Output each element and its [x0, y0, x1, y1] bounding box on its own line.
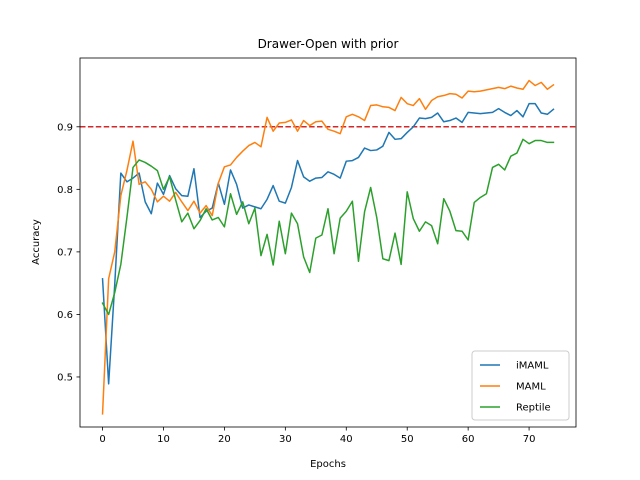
axes-frame [79, 57, 577, 428]
legend-label-imaml: iMAML [516, 361, 549, 372]
legend: iMAML MAML Reptile [471, 350, 570, 421]
plot-area: 0 10 20 30 40 50 60 70 0.5 0.6 0.7 0.8 0.9 [57, 57, 577, 445]
legend-label-reptile: Reptile [516, 403, 551, 414]
x-tick-label: 70 [523, 434, 536, 445]
series-line-imaml [101, 102, 555, 385]
y-tick-label: 0.8 [57, 185, 73, 196]
legend-box [471, 350, 570, 421]
series-line-reptile [101, 138, 555, 316]
y-tick-label: 0.5 [57, 372, 73, 383]
x-tick-label: 0 [99, 434, 105, 445]
x-tick-label: 50 [401, 434, 414, 445]
y-tick-label: 0.6 [57, 310, 73, 321]
x-tick-label: 40 [340, 434, 353, 445]
y-tick-label: 0.9 [57, 122, 73, 133]
chart-title: Drawer-Open with prior [258, 37, 399, 51]
series-group [101, 79, 555, 415]
x-tick-label: 60 [462, 434, 475, 445]
x-tick-label: 10 [157, 434, 170, 445]
x-tick-label: 20 [218, 434, 231, 445]
y-axis-label: Accuracy [31, 219, 42, 265]
x-axis-label: Epochs [310, 459, 346, 470]
legend-label-maml: MAML [516, 382, 546, 393]
x-tick-label: 30 [279, 434, 292, 445]
y-tick-label: 0.7 [57, 247, 73, 258]
series-line-maml [101, 79, 555, 415]
